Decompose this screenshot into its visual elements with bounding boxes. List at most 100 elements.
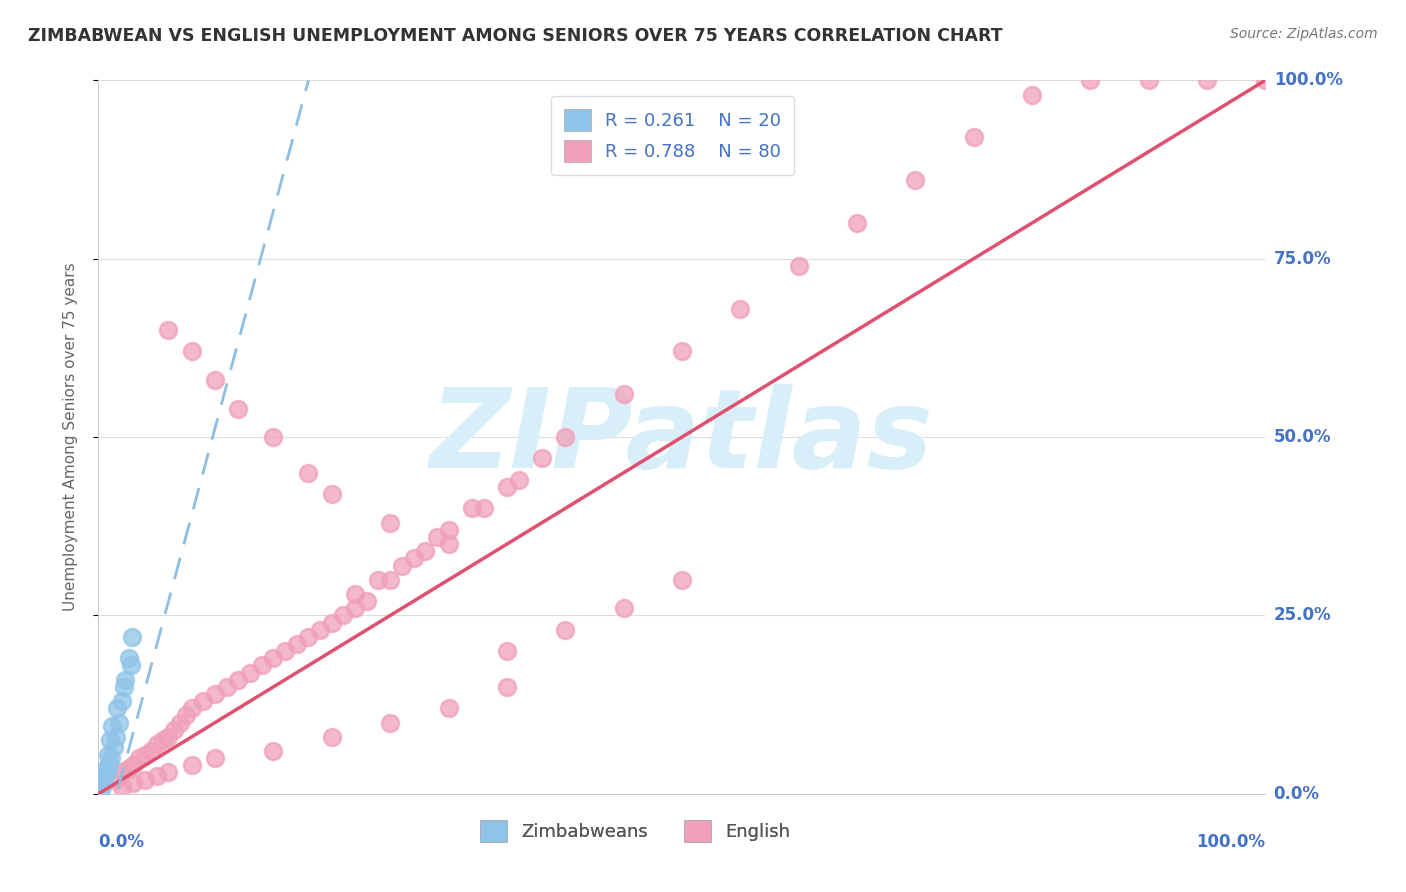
Point xyxy=(671,573,693,587)
Point xyxy=(139,744,162,758)
Point xyxy=(344,587,367,601)
Text: ZIPatlas: ZIPatlas xyxy=(430,384,934,491)
Y-axis label: Unemployment Among Seniors over 75 years: Unemployment Among Seniors over 75 years xyxy=(63,263,77,611)
Point xyxy=(122,758,145,772)
Point xyxy=(121,630,143,644)
Point xyxy=(612,387,634,401)
Point xyxy=(180,701,202,715)
Point xyxy=(111,694,134,708)
Point xyxy=(228,401,250,416)
Point xyxy=(262,744,284,758)
Point xyxy=(104,772,127,787)
Point xyxy=(96,765,118,780)
Point xyxy=(157,765,180,780)
Point xyxy=(1021,87,1043,102)
Point xyxy=(94,762,117,776)
Text: 0.0%: 0.0% xyxy=(1274,785,1320,803)
Point xyxy=(204,751,226,765)
Point xyxy=(157,730,180,744)
Point xyxy=(321,615,343,630)
Point xyxy=(111,765,134,780)
Point xyxy=(91,776,114,790)
Point xyxy=(321,487,343,501)
Point xyxy=(117,762,139,776)
Point xyxy=(146,769,169,783)
Point xyxy=(274,644,297,658)
Point xyxy=(111,780,134,794)
Point xyxy=(122,776,145,790)
Point xyxy=(344,601,367,615)
Point xyxy=(496,644,519,658)
Point xyxy=(321,730,343,744)
Point xyxy=(297,630,319,644)
Point xyxy=(239,665,262,680)
Text: 0.0%: 0.0% xyxy=(98,833,145,851)
Point xyxy=(380,573,402,587)
Point xyxy=(100,751,122,765)
Point xyxy=(174,708,197,723)
Text: 75.0%: 75.0% xyxy=(1274,250,1331,268)
Point xyxy=(108,715,131,730)
Point xyxy=(262,430,284,444)
Point xyxy=(437,537,460,551)
Point xyxy=(180,758,202,772)
Point xyxy=(1080,73,1102,87)
Point xyxy=(152,733,174,747)
Point xyxy=(508,473,530,487)
Point xyxy=(163,723,186,737)
Point xyxy=(380,715,402,730)
Point xyxy=(1197,73,1219,87)
Point xyxy=(169,715,191,730)
Point xyxy=(1137,73,1160,87)
Point xyxy=(671,344,693,359)
Point xyxy=(962,130,984,145)
Point xyxy=(413,544,436,558)
Text: Source: ZipAtlas.com: Source: ZipAtlas.com xyxy=(1230,27,1378,41)
Point xyxy=(332,608,354,623)
Point xyxy=(146,737,169,751)
Point xyxy=(309,623,332,637)
Point xyxy=(101,719,124,733)
Point xyxy=(120,658,142,673)
Point xyxy=(846,216,869,230)
Point xyxy=(472,501,495,516)
Point xyxy=(105,701,128,715)
Point xyxy=(612,601,634,615)
Point xyxy=(1254,73,1277,87)
Point xyxy=(157,323,180,337)
Point xyxy=(426,530,449,544)
Point xyxy=(402,551,425,566)
Point xyxy=(103,740,125,755)
Point xyxy=(97,747,120,762)
Text: 100.0%: 100.0% xyxy=(1274,71,1343,89)
Point xyxy=(297,466,319,480)
Point xyxy=(228,673,250,687)
Point xyxy=(93,772,115,787)
Point xyxy=(554,430,576,444)
Text: 50.0%: 50.0% xyxy=(1274,428,1331,446)
Point xyxy=(114,673,136,687)
Text: 25.0%: 25.0% xyxy=(1274,607,1331,624)
Legend: Zimbabweans, English: Zimbabweans, English xyxy=(472,813,799,849)
Point xyxy=(90,780,112,794)
Point xyxy=(180,344,202,359)
Point xyxy=(380,516,402,530)
Point xyxy=(437,701,460,715)
Point xyxy=(97,758,120,772)
Point xyxy=(215,680,238,694)
Point xyxy=(461,501,484,516)
Point xyxy=(356,594,378,608)
Point xyxy=(118,651,141,665)
Point xyxy=(128,751,150,765)
Point xyxy=(496,680,519,694)
Point xyxy=(204,687,226,701)
Point xyxy=(437,523,460,537)
Point xyxy=(98,733,121,747)
Point xyxy=(262,651,284,665)
Point xyxy=(204,373,226,387)
Text: 100.0%: 100.0% xyxy=(1197,833,1265,851)
Point xyxy=(134,747,156,762)
Point xyxy=(530,451,553,466)
Point xyxy=(193,694,215,708)
Point xyxy=(554,623,576,637)
